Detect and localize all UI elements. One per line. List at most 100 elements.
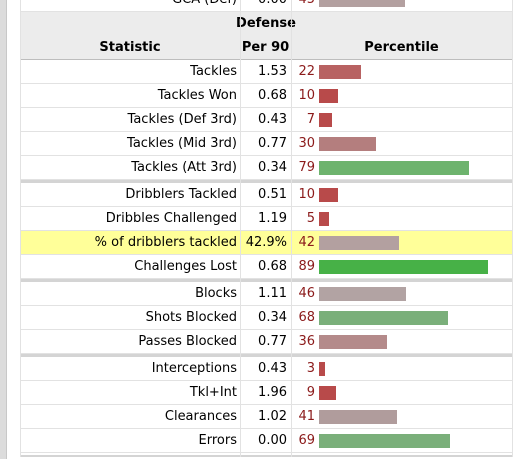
- group-separator: [20, 354, 512, 357]
- row-border: [20, 278, 512, 279]
- row-border: [20, 329, 512, 330]
- percentile-value: 5: [306, 211, 315, 226]
- percentile-bar: [319, 236, 399, 250]
- row-border: [20, 155, 512, 156]
- per90-value: 0.43: [258, 112, 287, 127]
- percentile-bar: [319, 65, 361, 79]
- stat-name: Blocks: [195, 286, 237, 301]
- row-border: [20, 131, 512, 132]
- row-border: [20, 83, 512, 84]
- row-border: [20, 428, 512, 429]
- per90-value: 0.43: [258, 361, 287, 376]
- per90-value: 0.00: [240, 0, 287, 12]
- percentile-value: 79: [298, 160, 315, 175]
- percentile-bar: [319, 410, 397, 424]
- stat-name: Errors: [198, 433, 237, 448]
- row-border: [20, 230, 512, 231]
- percentile-value: 46: [298, 286, 315, 301]
- per90-value: 0.77: [258, 136, 287, 151]
- per90-value: 42.9%: [245, 235, 287, 250]
- column-border: [240, 0, 241, 457]
- stat-name: Tackles (Mid 3rd): [127, 136, 237, 151]
- header-border: [20, 59, 512, 60]
- column-header: Statistic: [20, 36, 240, 60]
- percentile-bar: [319, 362, 325, 376]
- stat-name: Shots Blocked: [145, 310, 237, 325]
- stat-name: Clearances: [164, 409, 237, 424]
- per90-value: 1.19: [258, 211, 287, 226]
- percentile-bar: [319, 260, 489, 274]
- percentile-value: 69: [298, 433, 315, 448]
- per90-value: 0.68: [258, 88, 287, 103]
- percentile-bar: [319, 188, 338, 202]
- table-title: Defense: [20, 12, 512, 36]
- percentile-value: 9: [306, 385, 315, 400]
- row-border: [20, 404, 512, 405]
- row-highlight: [20, 231, 512, 255]
- percentile-value: 36: [298, 334, 315, 349]
- group-separator: [20, 180, 512, 183]
- percentile-value: 22: [298, 64, 315, 79]
- percentile-bar: [319, 113, 333, 127]
- stat-name: Tackles Won: [157, 88, 237, 103]
- row-border: [20, 206, 512, 207]
- percentile-bar: [319, 161, 470, 175]
- per90-value: 1.96: [258, 385, 287, 400]
- per90-value: 0.51: [258, 187, 287, 202]
- column-border: [512, 0, 513, 457]
- percentile-value: 10: [298, 187, 315, 202]
- percentile-bar: [319, 137, 376, 151]
- per90-value: 0.77: [258, 334, 287, 349]
- percentile-bar: [319, 386, 337, 400]
- row-border: [20, 452, 512, 453]
- window-edge: [0, 0, 7, 459]
- percentile-value: 68: [298, 310, 315, 325]
- percentile-value: 42: [298, 235, 315, 250]
- row-border: [20, 353, 512, 354]
- stat-name: GCA (Def): [20, 0, 237, 12]
- percentile-bar: [319, 335, 388, 349]
- stat-name: Dribbles Challenged: [105, 211, 237, 226]
- stat-name: Tackles (Att 3rd): [131, 160, 237, 175]
- percentile-value: 10: [298, 88, 315, 103]
- stat-name: Tkl+Int: [189, 385, 237, 400]
- row-border: [20, 254, 512, 255]
- percentile-value: 7: [306, 112, 315, 127]
- stat-name: % of dribblers tackled: [94, 235, 237, 250]
- column-header: Per 90: [240, 36, 291, 60]
- stat-name: Challenges Lost: [134, 259, 237, 274]
- percentile-value: 89: [298, 259, 315, 274]
- per90-value: 0.68: [258, 259, 287, 274]
- percentile-value: 41: [298, 409, 315, 424]
- stat-name: Interceptions: [151, 361, 237, 376]
- stat-name: Passes Blocked: [138, 334, 237, 349]
- row-border: [20, 380, 512, 381]
- percentile-value: 3: [306, 361, 315, 376]
- percentile-value: 30: [298, 136, 315, 151]
- stat-name: Tackles (Def 3rd): [127, 112, 237, 127]
- column-border: [291, 0, 292, 457]
- percentile-bar: [319, 0, 405, 7]
- row-border: [20, 179, 512, 180]
- per90-value: 0.34: [258, 160, 287, 175]
- per90-value: 1.53: [258, 64, 287, 79]
- percentile-bar: [319, 212, 329, 226]
- per90-value: 1.02: [258, 409, 287, 424]
- row-border: [20, 305, 512, 306]
- per90-value: 1.11: [258, 286, 287, 301]
- percentile-bar: [319, 434, 451, 448]
- table-bottom: [20, 455, 512, 457]
- stat-name: Dribblers Tackled: [125, 187, 237, 202]
- column-border: [20, 0, 21, 457]
- column-header: Percentile: [291, 36, 512, 60]
- percentile-bar: [319, 311, 449, 325]
- percentile-bar: [319, 89, 338, 103]
- per90-value: 0.34: [258, 310, 287, 325]
- row-border: [20, 107, 512, 108]
- percentile-bar: [319, 287, 407, 301]
- stat-name: Tackles: [190, 64, 237, 79]
- group-separator: [20, 279, 512, 282]
- per90-value: 0.00: [258, 433, 287, 448]
- percentile-value: 45: [291, 0, 315, 12]
